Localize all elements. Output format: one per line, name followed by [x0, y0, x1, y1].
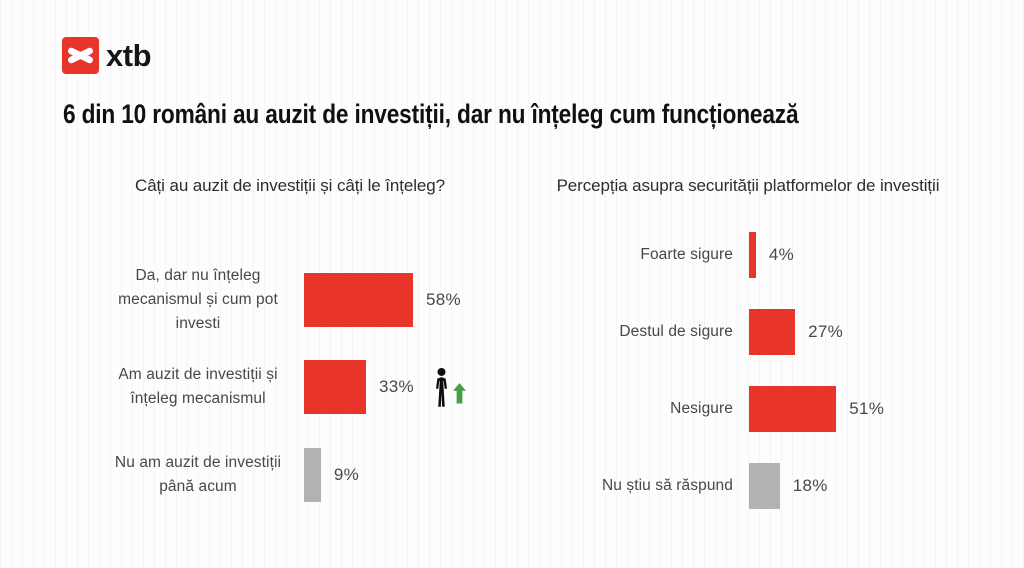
chart-title-awareness: Câți au auzit de investiții și câți le î… — [135, 176, 445, 195]
chart-awareness: Da, dar nu înțeleg mecanismul și cum pot… — [85, 256, 565, 519]
bar-value-label: 27% — [808, 321, 844, 341]
chart-row: Foarte sigure 4% — [500, 216, 980, 293]
category-label: Da, dar nu înțeleg mecanismul și cum pot… — [118, 266, 278, 332]
category-label: Am auzit de investiții și înțeleg mecani… — [118, 366, 278, 408]
chart-security-rows: Foarte sigure 4% Destul de sigure 27% Nesigu… — [500, 216, 980, 524]
xtb-logo-text: xtb — [106, 37, 152, 73]
chart-title-security-perception: Percepția asupra securității platformelo… — [556, 176, 940, 195]
category-label: Nesigure — [670, 399, 733, 417]
chart-awareness-rows: Da, dar nu înțeleg mecanismul și cum pot… — [85, 256, 565, 519]
bar-value-label: 18% — [792, 475, 828, 495]
xtb-logo: xtb — [62, 37, 152, 74]
page-title: 6 din 10 români au auzit de investiții, … — [63, 99, 799, 129]
green-up-arrow-icon — [453, 382, 467, 404]
chart-row: Nu am auzit de investiții până acum 9% — [85, 431, 565, 519]
chart-row: Destul de sigure 27% — [500, 293, 980, 370]
bar — [749, 385, 837, 432]
category-label: Foarte sigure — [640, 245, 733, 263]
bar-value-label: 51% — [849, 398, 885, 418]
xtb-logo-icon — [62, 37, 99, 74]
chart-security-perception: Foarte sigure 4% Destul de sigure 27% Nesigu… — [500, 216, 980, 524]
bar-value-label: 33% — [379, 377, 414, 397]
bar-value-label: 4% — [768, 244, 794, 264]
chart-row: Nu știu să răspund 18% — [500, 447, 980, 524]
bar — [749, 308, 796, 355]
category-label: Nu știu să răspund — [601, 476, 733, 494]
bar — [304, 447, 321, 502]
chart-row: Da, dar nu înțeleg mecanismul și cum pot… — [85, 256, 565, 344]
category-label: Destul de sigure — [619, 322, 733, 340]
bar — [749, 231, 756, 278]
chart-row: Nesigure 51% — [500, 370, 980, 447]
growth-annotation — [434, 368, 467, 408]
chart-row: Am auzit de investiții și înțeleg mecani… — [85, 344, 565, 432]
bar-value-label: 9% — [333, 464, 360, 484]
bar — [749, 462, 780, 509]
bar-value-label: 58% — [426, 289, 461, 309]
person-icon — [436, 368, 448, 407]
category-label: Nu am auzit de investiții până acum — [114, 453, 282, 495]
bar — [304, 360, 367, 415]
bar — [304, 272, 414, 327]
